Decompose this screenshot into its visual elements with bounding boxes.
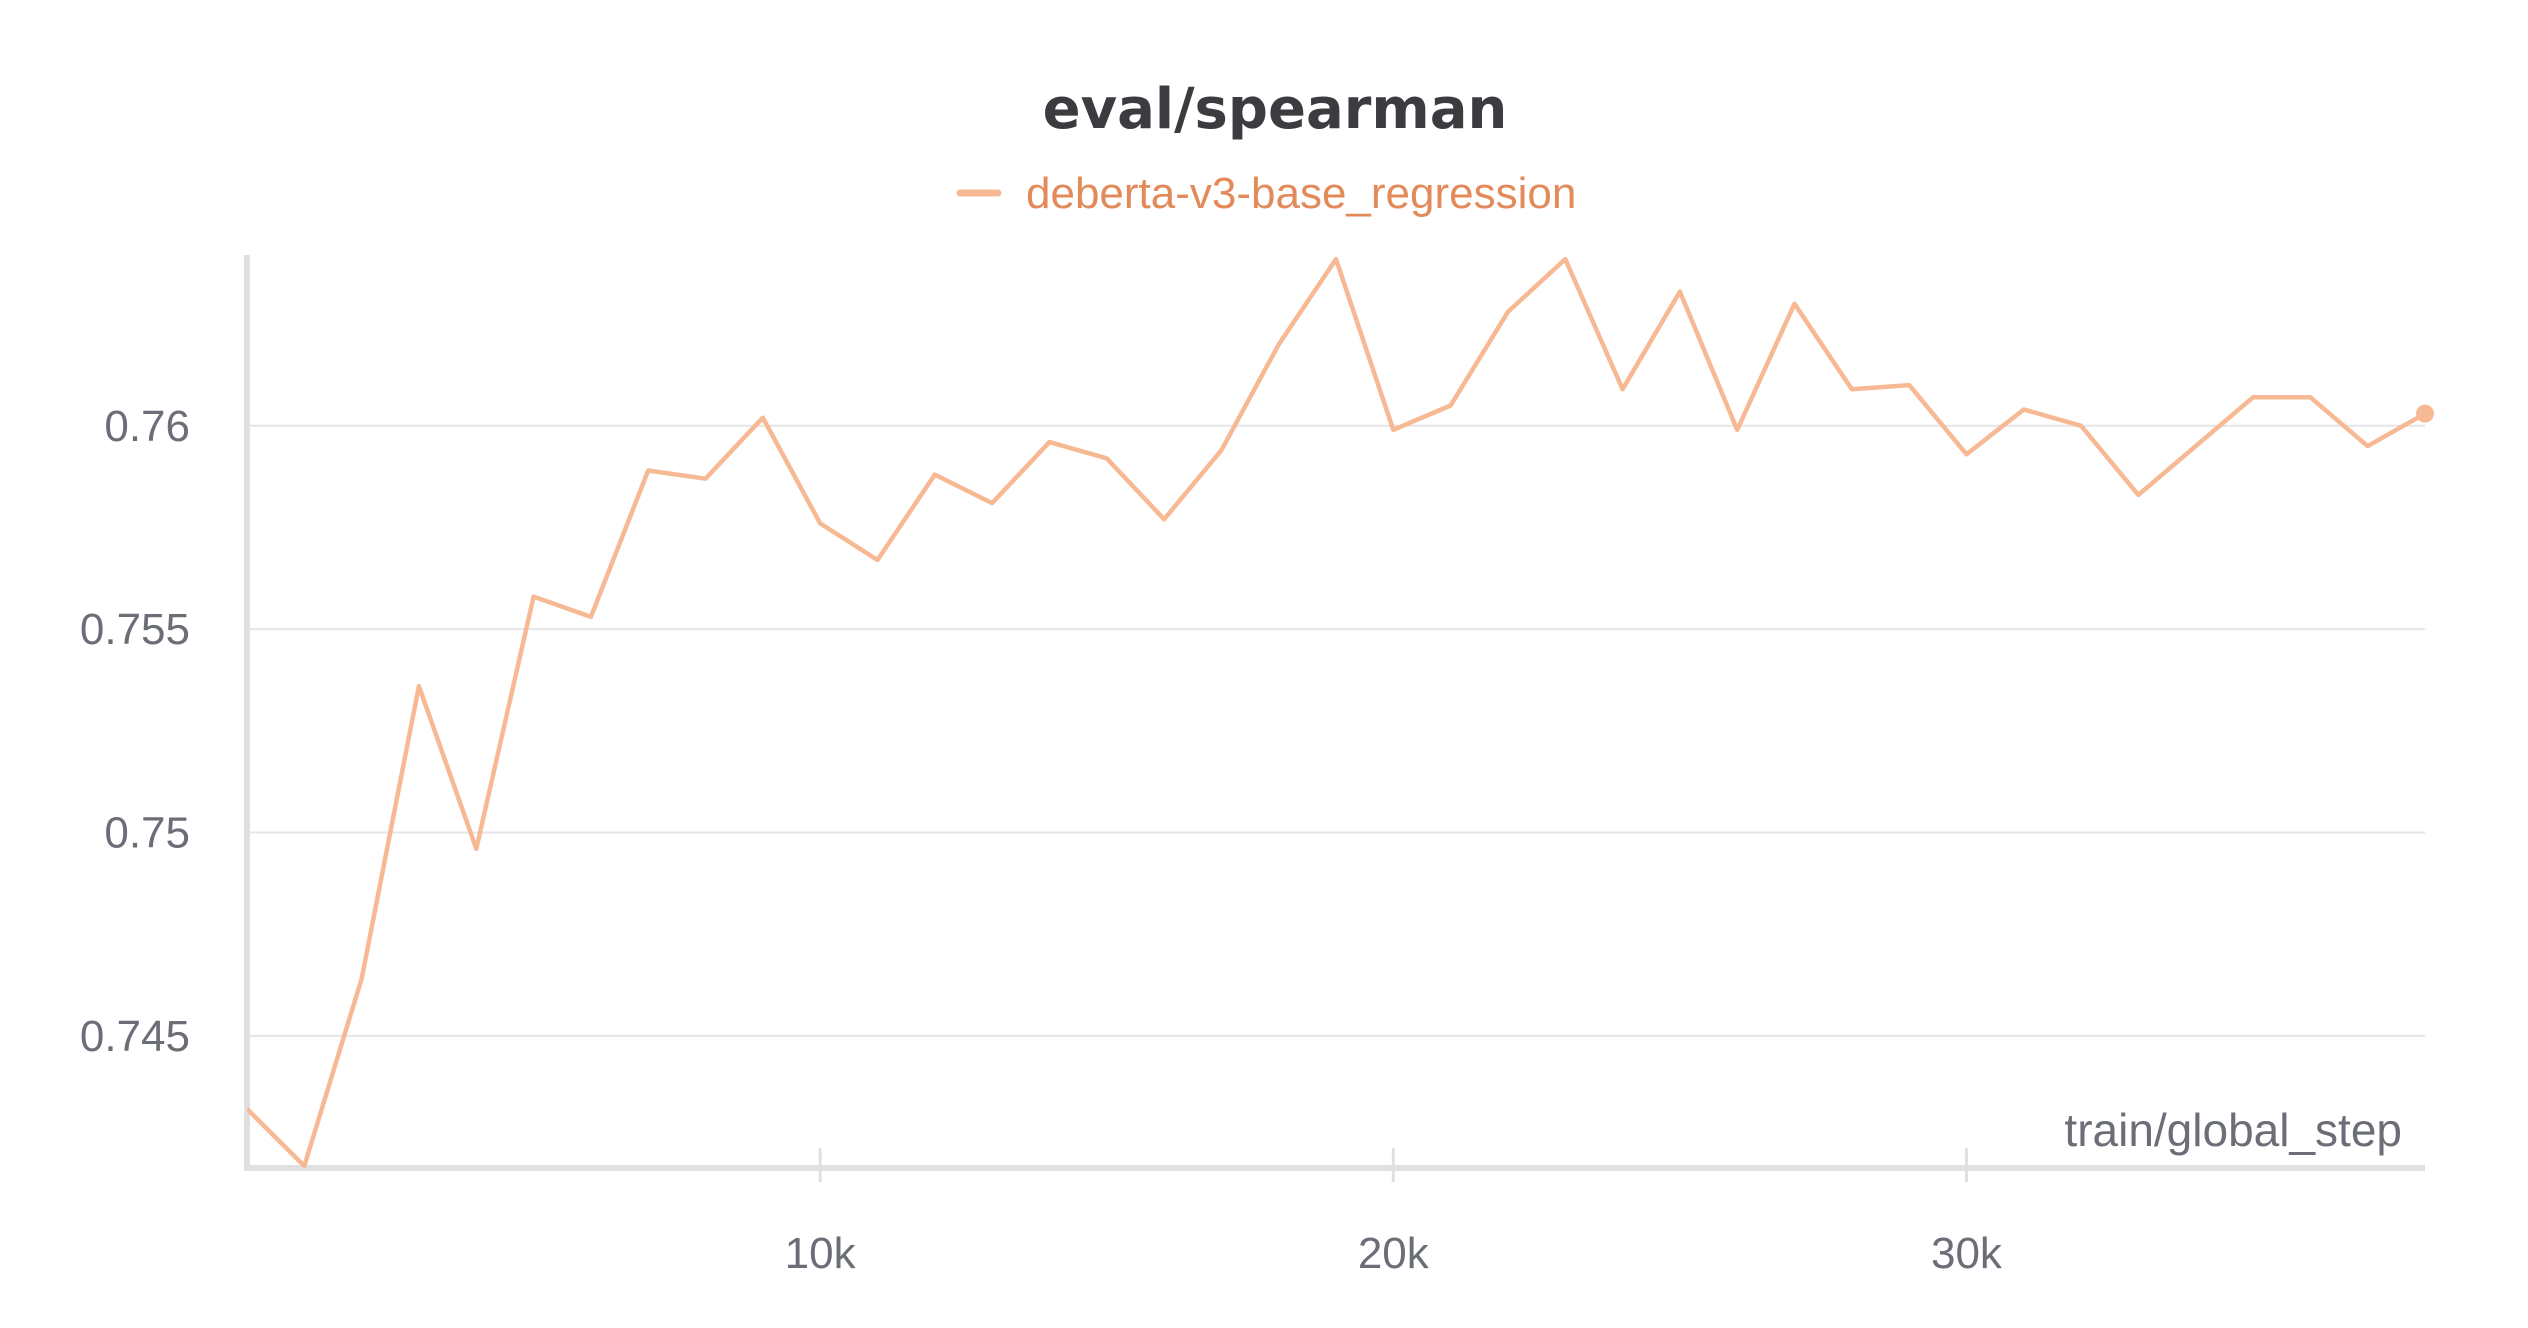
chart-title: eval/spearman — [1043, 77, 1508, 142]
y-tick-label: 0.745 — [80, 1012, 190, 1061]
grid: 0.745 0.75 0.755 0.76 — [80, 402, 2425, 1061]
axes: 10k 20k 30k — [244, 255, 2425, 1278]
x-tick-label: 20k — [1358, 1229, 1430, 1278]
x-tick-label: 30k — [1931, 1229, 2003, 1278]
x-tick-label: 10k — [785, 1229, 857, 1278]
series-line — [247, 256, 2427, 1168]
x-axis-label: train/global_step — [2064, 1104, 2402, 1156]
series-layer — [247, 256, 2434, 1168]
y-tick-label: 0.755 — [80, 605, 190, 654]
y-tick-label: 0.76 — [104, 402, 190, 451]
legend: deberta-v3-base_regression — [956, 169, 1576, 218]
legend-label: deberta-v3-base_regression — [1026, 169, 1576, 218]
series-end-point[interactable] — [2416, 404, 2434, 423]
y-tick-label: 0.75 — [104, 808, 190, 857]
